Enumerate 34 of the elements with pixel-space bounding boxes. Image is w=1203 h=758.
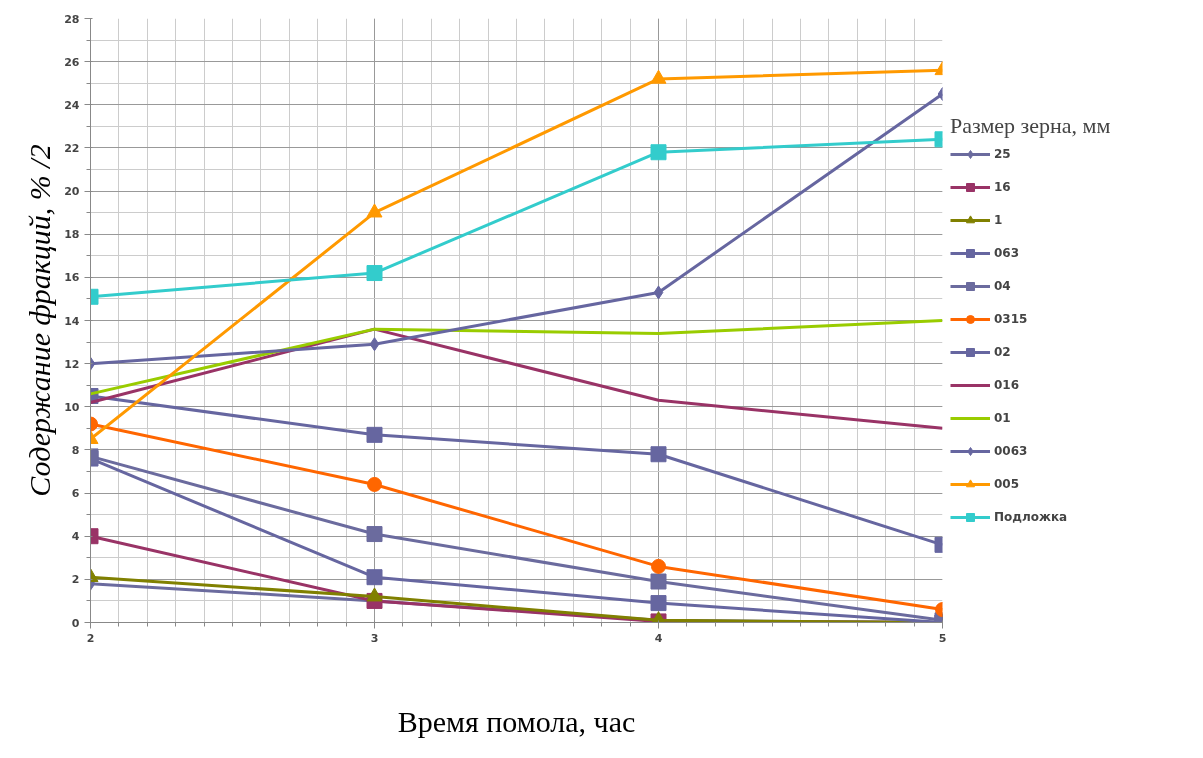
legend-label: 01	[994, 411, 1012, 425]
x-tick-label: 3	[370, 631, 379, 645]
y-tick-label: 0	[71, 616, 80, 630]
x-tick-label: 2	[86, 631, 95, 645]
y-tick-label: 12	[64, 357, 80, 371]
y-tick-label: 14	[64, 314, 80, 328]
y-tick-label: 10	[64, 400, 80, 414]
legend-label: 005	[994, 477, 1020, 491]
legend-label: 016	[994, 378, 1020, 392]
y-tick-label: 18	[64, 228, 80, 242]
y-tick-label: 8	[71, 443, 80, 457]
y-tick-label: 20	[64, 185, 80, 199]
legend-label: 0315	[994, 312, 1028, 326]
y-tick-label: 24	[64, 98, 80, 112]
legend-label: 16	[994, 180, 1012, 194]
x-axis-title: Время помола, час	[397, 704, 636, 738]
x-tick-label: 4	[654, 631, 663, 645]
legend-label: 25	[994, 147, 1012, 161]
y-tick-label: 26	[64, 55, 80, 69]
y-tick-label: 4	[71, 530, 80, 544]
legend-label: 1	[994, 213, 1004, 227]
x-tick-label: 5	[938, 631, 947, 645]
legend-label: 02	[994, 345, 1012, 359]
y-tick-label: 2	[71, 573, 80, 587]
legend-label: 04	[994, 279, 1012, 293]
legend-label: 063	[994, 246, 1020, 260]
y-tick-label: 6	[71, 487, 80, 501]
y-tick-label: 22	[64, 141, 80, 155]
y-tick-label: 28	[64, 12, 80, 26]
legend-label: 0063	[994, 444, 1028, 458]
legend-title: Размер зерна, мм	[950, 113, 1111, 139]
y-axis-title: Содержание фракций, % /2	[23, 144, 57, 497]
y-tick-label: 16	[64, 271, 80, 285]
legend-label: Подложка	[994, 510, 1068, 524]
